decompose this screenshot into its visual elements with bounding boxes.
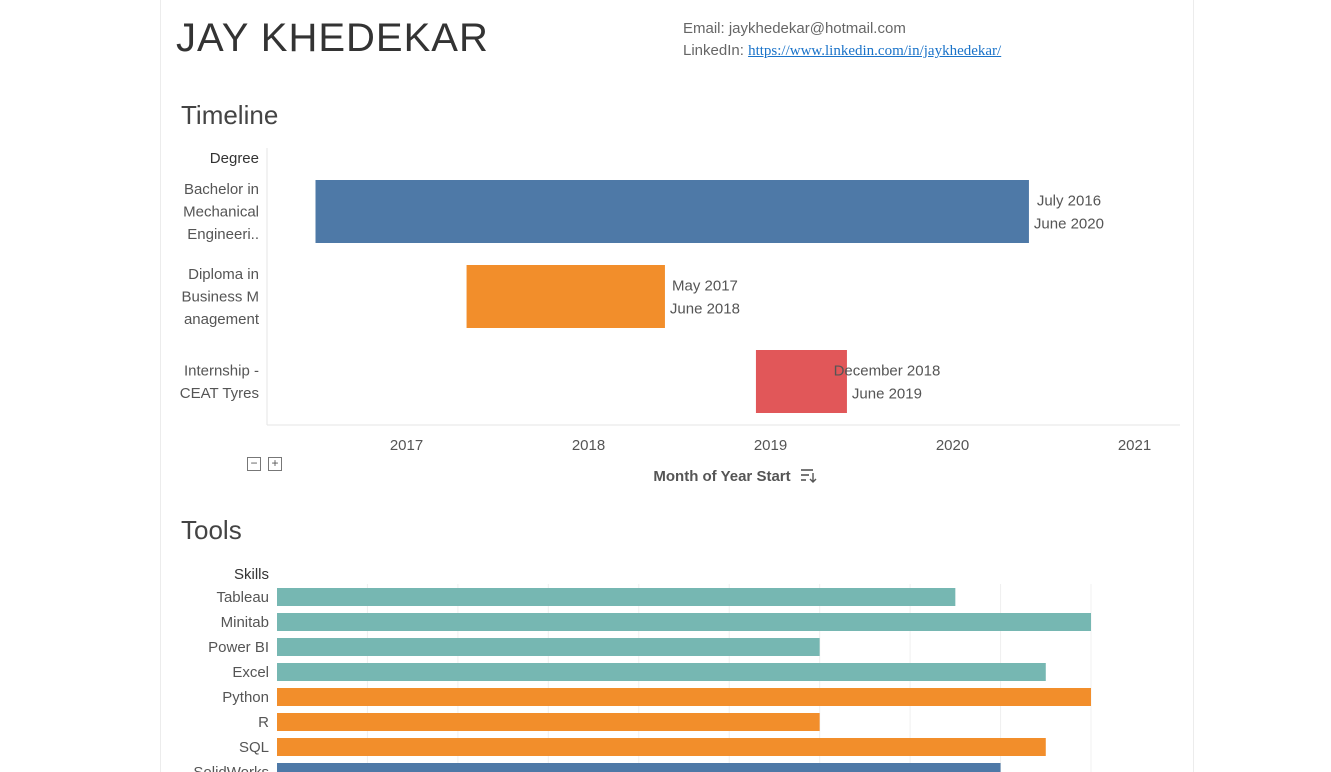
tools-row-label: Excel bbox=[232, 664, 269, 681]
timeline-x-axis-title: Month of Year Start bbox=[653, 468, 790, 485]
tools-bar[interactable] bbox=[277, 713, 820, 731]
timeline-bar[interactable] bbox=[755, 350, 847, 413]
timeline-x-tick: 2019 bbox=[754, 437, 787, 454]
tools-row-label: Minitab bbox=[221, 614, 269, 631]
timeline-chart: Degree Bachelor in Mechanical Engineeri.. Ju… bbox=[180, 148, 1180, 485]
linkedin-label: LinkedIn: bbox=[683, 42, 744, 59]
zoom-out-button[interactable]: − bbox=[247, 457, 261, 471]
email-text: Email: jaykhedekar@hotmail.com bbox=[683, 20, 906, 37]
timeline-row-label: anagement bbox=[184, 311, 260, 328]
timeline-row-label: Diploma in bbox=[188, 266, 259, 283]
tools-row-label: Power BI bbox=[208, 639, 269, 656]
tools-bar[interactable] bbox=[277, 588, 956, 606]
timeline-bar[interactable] bbox=[466, 265, 665, 328]
timeline-row-header: Degree bbox=[210, 150, 259, 167]
timeline-row-label: CEAT Tyres bbox=[180, 385, 259, 402]
tools-row-label: SolidWorks bbox=[193, 764, 269, 772]
tools-row-header: Skills bbox=[234, 566, 269, 583]
timeline-bar[interactable] bbox=[315, 180, 1029, 243]
timeline-row-label: Engineeri.. bbox=[187, 226, 259, 243]
linkedin-link[interactable]: https://www.linkedin.com/in/jaykhedekar/ bbox=[748, 43, 1002, 59]
tools-bar[interactable] bbox=[277, 638, 820, 656]
tools-bar[interactable] bbox=[277, 738, 1046, 756]
timeline-x-tick: 2017 bbox=[390, 437, 423, 454]
timeline-row-label: Bachelor in bbox=[184, 181, 259, 198]
tools-bar[interactable] bbox=[277, 688, 1091, 706]
timeline-end-label: June 2020 bbox=[1034, 216, 1104, 233]
zoom-in-button[interactable]: + bbox=[268, 457, 282, 471]
timeline-row-label: Mechanical bbox=[183, 204, 259, 221]
timeline-title: Timeline bbox=[181, 100, 279, 130]
timeline-end-label: June 2018 bbox=[670, 301, 740, 318]
sort-icon[interactable] bbox=[801, 469, 817, 483]
timeline-row-label: Business M bbox=[181, 289, 259, 306]
tools-row-label: Tableau bbox=[216, 589, 269, 606]
timeline-end-label: June 2019 bbox=[852, 386, 922, 403]
timeline-x-tick: 2018 bbox=[572, 437, 605, 454]
page-title: JAY KHEDEKAR bbox=[176, 16, 489, 60]
timeline-row-label: Internship - bbox=[184, 362, 259, 379]
timeline-x-tick: 2020 bbox=[936, 437, 969, 454]
tools-row-label: R bbox=[258, 714, 269, 731]
tools-bar[interactable] bbox=[277, 763, 1001, 772]
timeline-x-tick: 2021 bbox=[1118, 437, 1151, 454]
contact-block: Email: jaykhedekar@hotmail.com LinkedIn:… bbox=[683, 18, 1001, 62]
tools-chart: Skills Tableau Minitab Power BI Excel Python R… bbox=[193, 566, 1092, 772]
tools-bar[interactable] bbox=[277, 613, 1091, 631]
tools-bar[interactable] bbox=[277, 663, 1046, 681]
tools-title: Tools bbox=[181, 515, 242, 545]
timeline-start-label: July 2016 bbox=[1037, 193, 1101, 210]
tools-row-label: Python bbox=[222, 689, 269, 706]
timeline-start-label: May 2017 bbox=[672, 278, 738, 295]
timeline-start-label: December 2018 bbox=[834, 363, 941, 380]
linkedin-line: LinkedIn: https://www.linkedin.com/in/ja… bbox=[683, 40, 1001, 62]
tools-row-label: SQL bbox=[239, 739, 269, 756]
